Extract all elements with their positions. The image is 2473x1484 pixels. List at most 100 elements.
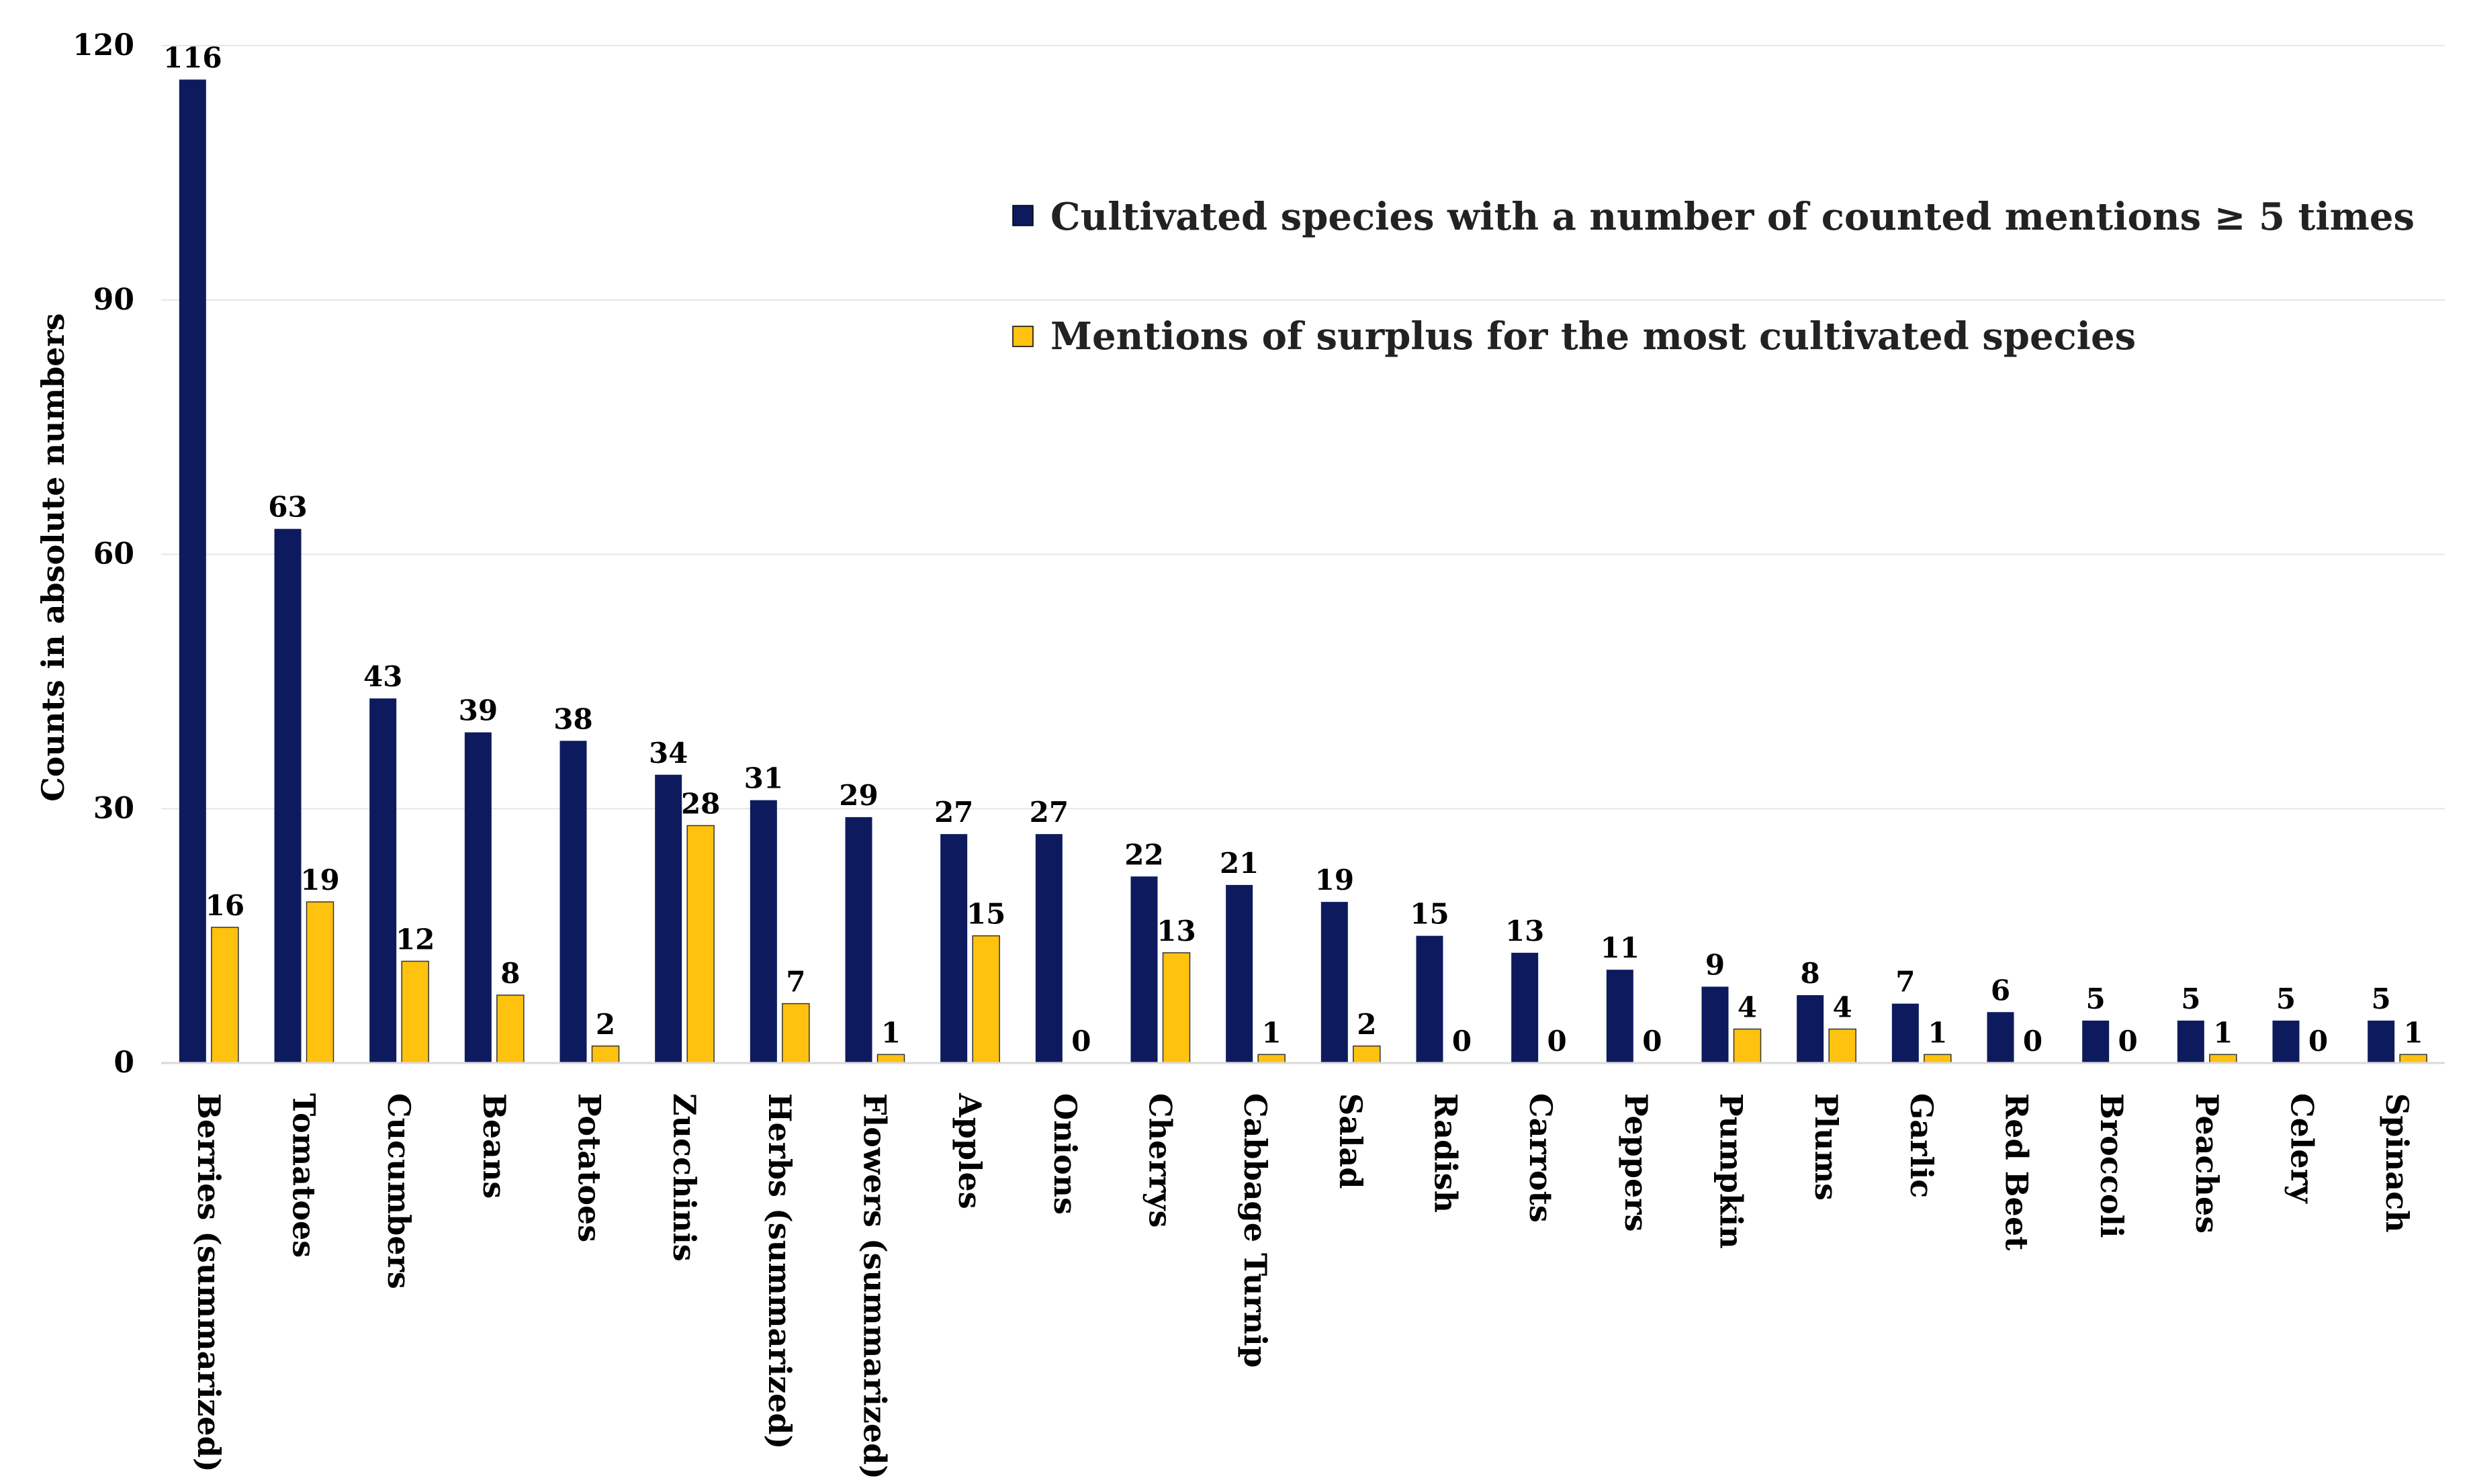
data-label-cultivated: 43: [363, 660, 402, 693]
data-label-surplus: 1: [881, 1016, 901, 1049]
x-category-label: Cherrys: [1142, 1093, 1179, 1227]
bars: [179, 79, 2427, 1064]
data-label-surplus: 4: [1833, 991, 1852, 1024]
bar-cultivated: [750, 800, 777, 1063]
data-label-cultivated: 29: [839, 779, 878, 812]
data-label-surplus: 1: [2404, 1016, 2423, 1049]
bar-surplus: [306, 901, 334, 1064]
bar-cultivated: [2082, 1020, 2110, 1063]
bar-surplus: [972, 935, 1000, 1064]
bar-surplus: [686, 825, 715, 1064]
data-label-cultivated: 8: [1801, 957, 1820, 990]
data-label-surplus: 2: [1357, 1008, 1376, 1041]
bar-cultivated: [1226, 884, 1253, 1063]
gridlines: [161, 45, 2445, 810]
x-axis-categories: Berries (summarized) Tomatoes Cucumbers Bea…: [191, 1093, 2415, 1479]
bar-surplus: [1733, 1028, 1762, 1064]
x-category-label: Beans: [476, 1093, 512, 1199]
bar-cultivated: [1320, 902, 1348, 1063]
legend-label-surplus: Mentions of surplus for the most cultiva…: [1050, 314, 2136, 359]
bar-surplus: [2209, 1054, 2237, 1064]
x-category-label: Peppers: [1618, 1093, 1654, 1232]
data-label-cultivated: 34: [649, 737, 688, 770]
data-label-surplus: 0: [2118, 1025, 2138, 1058]
bar-surplus: [496, 994, 525, 1064]
data-label-cultivated: 6: [1991, 974, 2010, 1007]
legend-label-cultivated: Cultivated species with a number of coun…: [1050, 195, 2415, 239]
bar-cultivated: [464, 732, 492, 1063]
data-label-surplus: 28: [681, 788, 720, 821]
y-tick-label: 120: [73, 28, 134, 62]
bar-cultivated: [655, 774, 682, 1063]
x-category-label: Peaches: [2189, 1093, 2225, 1234]
x-category-label: Radish: [1428, 1093, 1464, 1213]
y-axis-title: Counts in absolute numbers: [35, 313, 71, 801]
data-labels: 1161663194312398382342831729127152702213…: [163, 42, 2423, 1058]
bar-cultivated: [940, 834, 968, 1063]
data-label-surplus: 19: [300, 864, 339, 896]
bar-surplus: [1257, 1054, 1286, 1064]
data-label-cultivated: 11: [1601, 931, 1639, 964]
data-label-surplus: 0: [2023, 1025, 2042, 1058]
legend: Cultivated species with a number of coun…: [1012, 195, 2415, 359]
x-category-label: Cabbage Turnip: [1237, 1093, 1273, 1368]
y-tick-label: 90: [93, 283, 134, 317]
bar-cultivated: [2177, 1020, 2204, 1063]
data-label-cultivated: 13: [1505, 915, 1544, 947]
data-label-surplus: 15: [966, 898, 1005, 931]
data-label-cultivated: 7: [1895, 966, 1915, 999]
data-label-cultivated: 5: [2276, 982, 2296, 1015]
data-label-cultivated: 22: [1124, 838, 1163, 871]
data-label-surplus: 16: [206, 889, 244, 922]
bar-cultivated: [845, 817, 872, 1063]
bar-cultivated: [1891, 1003, 1919, 1063]
data-label-cultivated: 63: [268, 491, 307, 524]
bar-surplus: [211, 927, 239, 1064]
bar-cultivated: [1511, 952, 1539, 1063]
x-category-label: Plums: [1808, 1093, 1844, 1201]
y-axis-ticks: 0 30 60 90 120: [73, 28, 134, 1080]
data-label-surplus: 1: [2213, 1016, 2233, 1049]
bar-surplus: [401, 960, 429, 1064]
x-category-label: Onions: [1047, 1093, 1083, 1215]
x-category-label: Garlic: [1903, 1093, 1940, 1198]
bar-cultivated: [2272, 1020, 2300, 1063]
y-tick-label: 60: [93, 537, 134, 571]
data-label-surplus: 13: [1157, 915, 1196, 947]
x-category-label: Red Beet: [1999, 1093, 2035, 1251]
bar-cultivated: [1606, 970, 1633, 1063]
data-label-cultivated: 5: [2181, 982, 2200, 1015]
data-label-cultivated: 31: [744, 762, 783, 795]
bar-surplus: [2399, 1054, 2427, 1064]
data-label-cultivated: 116: [163, 42, 222, 75]
y-tick-label: 0: [114, 1046, 134, 1080]
x-category-label: Herbs (summarized): [762, 1093, 798, 1449]
data-label-cultivated: 19: [1315, 864, 1354, 896]
data-label-surplus: 2: [596, 1008, 615, 1041]
x-category-label: Tomatoes: [286, 1093, 322, 1258]
bar-cultivated: [179, 79, 206, 1063]
data-label-surplus: 0: [1071, 1025, 1091, 1058]
bar-cultivated: [1416, 935, 1443, 1063]
bar-surplus: [876, 1054, 905, 1064]
bar-cultivated: [1130, 876, 1158, 1063]
data-label-surplus: 0: [1452, 1025, 1472, 1058]
data-label-cultivated: 5: [2086, 982, 2106, 1015]
bar-surplus: [591, 1046, 620, 1064]
x-category-label: Cucumbers: [381, 1093, 417, 1289]
x-category-label: Zucchinis: [666, 1093, 703, 1262]
x-category-label: Spinach: [2379, 1093, 2415, 1233]
data-label-surplus: 0: [2308, 1025, 2328, 1058]
bar-surplus: [782, 1003, 810, 1064]
data-label-surplus: 0: [1547, 1025, 1567, 1058]
data-label-cultivated: 38: [553, 702, 592, 735]
bar-surplus: [1353, 1046, 1381, 1064]
data-label-cultivated: 27: [1030, 796, 1069, 829]
bar-cultivated: [1797, 995, 1824, 1063]
bar-surplus: [1162, 952, 1191, 1064]
bar-cultivated: [1701, 986, 1729, 1063]
bar-cultivated: [2368, 1020, 2395, 1063]
data-label-cultivated: 27: [934, 796, 973, 829]
x-category-label: Salad: [1333, 1093, 1369, 1189]
